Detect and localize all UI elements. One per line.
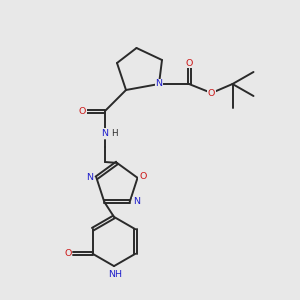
Text: N: N xyxy=(155,80,163,88)
Text: N: N xyxy=(86,173,93,182)
Text: O: O xyxy=(185,58,193,68)
Text: O: O xyxy=(64,249,71,258)
Text: O: O xyxy=(139,172,147,181)
Text: N: N xyxy=(133,197,140,206)
Text: O: O xyxy=(79,106,86,116)
Text: NH: NH xyxy=(109,270,122,279)
Text: H: H xyxy=(111,129,118,138)
Text: N: N xyxy=(101,129,109,138)
Text: O: O xyxy=(208,88,215,98)
